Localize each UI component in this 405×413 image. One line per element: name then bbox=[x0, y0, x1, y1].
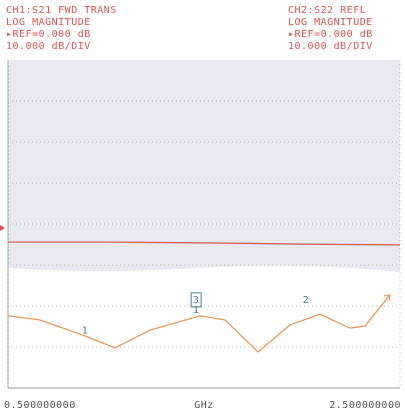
header-right: LOG MAGNITUDE bbox=[288, 17, 373, 28]
marker-label: 1 bbox=[193, 305, 200, 316]
header-left: CH1:S21 FWD TRANS bbox=[6, 5, 117, 16]
x-tick-label: 2.500000000 bbox=[329, 400, 401, 411]
header-left: 10.000 dB/DIV bbox=[6, 41, 91, 52]
marker-box bbox=[190, 292, 202, 308]
header-right: CH2:S22 REFL bbox=[288, 5, 366, 16]
header-right: ▸REF=0.000 dB bbox=[288, 29, 373, 40]
display-shade bbox=[8, 60, 400, 272]
header-right: 10.000 dB/DIV bbox=[288, 41, 373, 52]
marker-label: 2 bbox=[303, 295, 310, 306]
trace bbox=[8, 241, 401, 246]
trace-arrow bbox=[383, 294, 391, 302]
x-axis-label: GHz bbox=[194, 400, 214, 411]
marker-label: 1 bbox=[82, 326, 89, 337]
marker-label: 3 bbox=[193, 295, 200, 306]
trace bbox=[7, 294, 391, 353]
ref-pointer bbox=[0, 225, 5, 231]
header-left: LOG MAGNITUDE bbox=[6, 17, 91, 28]
x-tick-label: 0.500000000 bbox=[4, 400, 76, 411]
header-left: ▸REF=0.000 dB bbox=[6, 29, 91, 40]
